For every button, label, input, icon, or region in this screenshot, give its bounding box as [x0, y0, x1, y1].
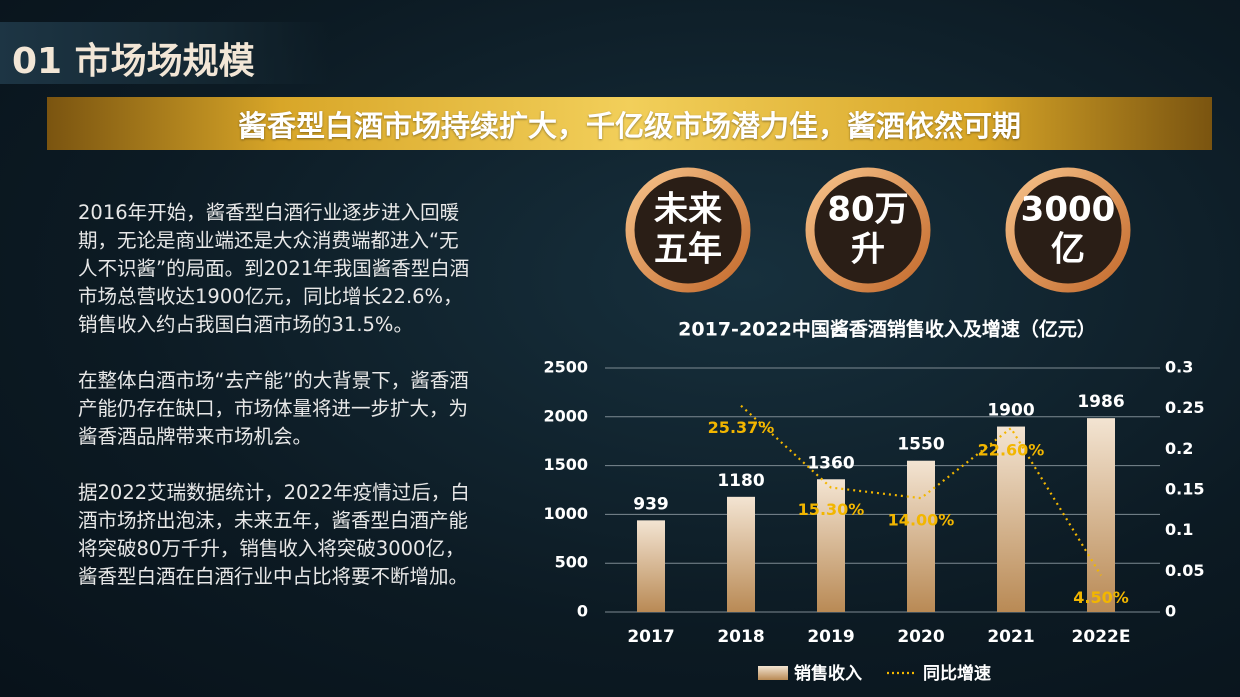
- y-tick-label: 1500: [543, 455, 588, 474]
- paragraph: 2016年开始，酱香型白酒行业逐步进入回暖期，无论是商业端还是大众消费端都进入“…: [78, 201, 470, 336]
- body-text: 2016年开始，酱香型白酒行业逐步进入回暖期，无论是商业端还是大众消费端都进入“…: [78, 199, 473, 619]
- bar: [817, 479, 845, 612]
- y-tick-label: 500: [555, 553, 588, 572]
- badge-ring: [1005, 167, 1131, 293]
- badge-text: 80万: [827, 190, 908, 230]
- x-tick-label: 2020: [897, 627, 944, 647]
- badge-text: 亿: [1051, 230, 1085, 270]
- chart-title: 2017-2022中国酱香酒销售收入及增速（亿元）: [678, 318, 1096, 341]
- line-label: 4.50%: [1073, 588, 1129, 607]
- paragraph: 据2022艾瑞数据统计，2022年疫情过后，白酒市场挤出泡沫，未来五年，酱香型白…: [78, 481, 470, 588]
- line-label: 25.37%: [708, 418, 775, 437]
- x-tick-label: 2018: [717, 627, 764, 647]
- section-title: 01 市场场规模: [12, 41, 255, 82]
- legend-swatch: [758, 666, 788, 680]
- y2-tick-label: 0.3: [1165, 358, 1193, 377]
- y2-tick-label: 0.1: [1165, 520, 1193, 539]
- y-tick-label: 2500: [543, 358, 588, 377]
- paragraph: 在整体白酒市场“去产能”的大背景下，酱香酒产能仍存在缺口，市场体量将进一步扩大，…: [78, 369, 469, 448]
- y2-tick-label: 0.05: [1165, 561, 1204, 580]
- y2-tick-label: 0.15: [1165, 480, 1204, 499]
- badge-text: 未来: [654, 190, 722, 230]
- badge-ring: [805, 167, 931, 293]
- bar-label: 939: [633, 494, 669, 514]
- x-tick-label: 2021: [987, 627, 1034, 647]
- badge-text: 五年: [654, 230, 722, 270]
- line-label: 14.00%: [888, 511, 955, 530]
- y-tick-label: 2000: [543, 406, 588, 425]
- bar-label: 1550: [897, 435, 944, 455]
- x-tick-label: 2017: [627, 627, 674, 647]
- y-tick-label: 0: [577, 602, 588, 621]
- x-tick-label: 2022E: [1072, 627, 1131, 647]
- x-tick-label: 2019: [807, 627, 854, 647]
- legend-label: 销售收入: [794, 663, 862, 684]
- bar-label: 1180: [717, 471, 764, 491]
- y2-tick-label: 0.2: [1165, 439, 1193, 458]
- bar-label: 1360: [807, 453, 854, 473]
- section-header: 01 市场场规模: [0, 22, 330, 84]
- legend-label: 同比增速: [923, 663, 991, 684]
- badge-text: 3000: [1021, 190, 1116, 230]
- badge-text: 升: [851, 230, 885, 270]
- bar: [727, 496, 755, 612]
- y-tick-label: 1000: [543, 504, 588, 523]
- banner: 酱香型白酒市场持续扩大，千亿级市场潜力佳，酱酒依然可期: [47, 97, 1212, 150]
- y2-tick-label: 0: [1165, 602, 1176, 621]
- line-label: 22.60%: [978, 441, 1045, 460]
- y2-tick-label: 0.25: [1165, 398, 1204, 417]
- bar: [907, 460, 935, 612]
- badge-ring: [625, 167, 751, 293]
- bar: [1087, 418, 1115, 612]
- bar-label: 1986: [1077, 392, 1124, 412]
- bar: [637, 520, 665, 612]
- bar-label: 1900: [987, 401, 1034, 421]
- line-label: 15.30%: [798, 500, 865, 519]
- bar: [997, 426, 1025, 612]
